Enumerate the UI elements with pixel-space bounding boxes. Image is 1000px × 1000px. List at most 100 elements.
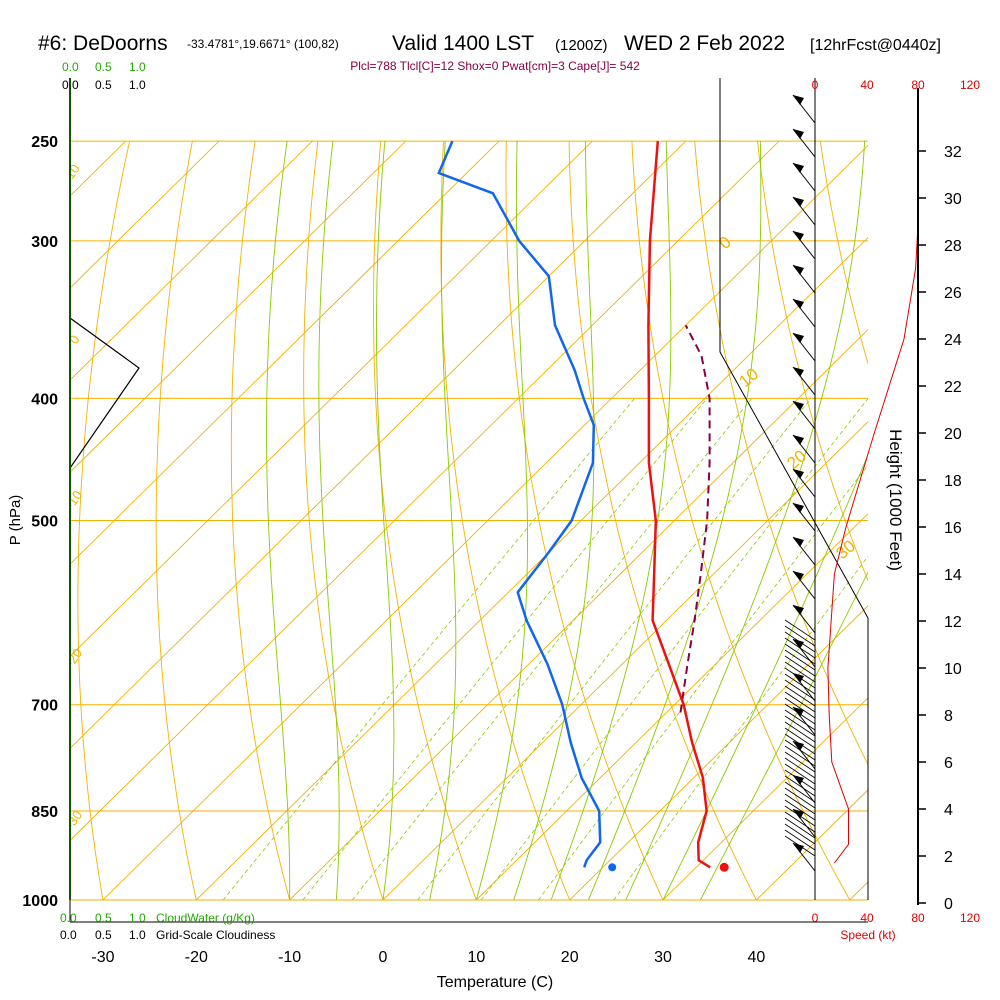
- wind-barb-flag: [793, 605, 804, 615]
- height-tick-label: 10: [944, 661, 962, 678]
- dewpoint-profile: [437, 140, 602, 868]
- temperature-tick-label: -20: [185, 949, 208, 966]
- wind-barb-flag: [793, 197, 804, 207]
- pressure-ticks: 250 300 400 500 700 850 1000: [22, 134, 58, 910]
- y-axis-label: P (hPa): [7, 495, 24, 546]
- wind-top-tick-2: 80: [911, 78, 925, 92]
- wind-barb: [784, 637, 816, 659]
- pressure-tick-label: 1000: [22, 893, 58, 910]
- wind-barb: [784, 775, 816, 797]
- height-tick-label: 22: [944, 379, 962, 396]
- height-tick-label: 20: [944, 426, 962, 443]
- wind-barb-flag: [793, 435, 804, 445]
- isotherm-line: [70, 140, 593, 657]
- isotherm-line: [70, 140, 780, 842]
- wind-top-tick-3: 120: [960, 78, 980, 92]
- cloudwater-bottom-tick-1: 0.5: [95, 911, 112, 925]
- temperature-tick-label: 0: [379, 949, 388, 966]
- wind-barb: [784, 667, 816, 689]
- valid-time: Valid 1400 LST: [392, 32, 534, 55]
- moist-adiabat-line: [700, 571, 868, 900]
- wind-barb-flag: [793, 401, 804, 411]
- cloudwater-label: CloudWater (g/Kg): [156, 911, 255, 925]
- pressure-tick-label: 500: [31, 514, 58, 531]
- forecast-date: WED 2 Feb 2022: [624, 32, 785, 55]
- cloudiness-bottom-tick-0: 0.0: [60, 928, 77, 942]
- mixing-ratio-label: 20: [616, 897, 637, 918]
- isotherm-line: [70, 140, 220, 289]
- wind-barb: [784, 655, 816, 677]
- isotherm-line: [382, 421, 868, 900]
- temperature-tick-label: 40: [748, 949, 766, 966]
- wind-barb: [784, 823, 816, 845]
- wind-barb: [784, 679, 816, 701]
- wind-barb-flag: [793, 129, 804, 139]
- wind-top-tick-1: 40: [860, 78, 874, 92]
- mixing-ratio-line: [613, 555, 868, 900]
- wind-barb: [784, 685, 816, 707]
- isotherm-label: 30: [832, 536, 859, 563]
- wind-barb: [784, 739, 816, 761]
- height-tick-label: 32: [944, 144, 962, 161]
- height-tick-label: 12: [944, 614, 962, 631]
- mixing-ratio-line: [537, 464, 868, 900]
- isotherm-label: 0: [715, 232, 734, 253]
- moist-adiabat-line: [662, 453, 868, 900]
- height-tick-label: 24: [944, 332, 962, 349]
- wind-barb: [784, 769, 816, 791]
- cloudwater-top-tick-0: 0.0: [62, 60, 79, 74]
- dry-adiabat-line: [694, 141, 868, 766]
- wind-barb: [784, 835, 816, 857]
- wind-barb: [784, 625, 816, 647]
- isotherm-line: [70, 140, 313, 381]
- utc-time: (1200Z): [555, 37, 608, 54]
- wind-barb-flag: [793, 367, 804, 377]
- wind-barb-flag: [793, 469, 804, 479]
- wind-barb-flag: [793, 571, 804, 581]
- isotherm-line: [102, 144, 868, 900]
- mixing-ratio-label: 3: [356, 901, 371, 917]
- surface-dewpoint-dot: [608, 863, 617, 872]
- wind-barb-flag: [793, 843, 804, 853]
- cloudiness-top-tick-0: 0.0: [62, 78, 79, 92]
- dry-adiabat-line: [373, 141, 477, 900]
- moist-adiabat-line: [266, 141, 291, 900]
- wind-barb: [784, 781, 816, 803]
- wind-panel-boundary: [719, 78, 869, 900]
- forecast-run: [12hrFcst@0440z]: [810, 37, 941, 54]
- wind-barb: [784, 661, 816, 683]
- height-tick-label: 14: [944, 567, 962, 584]
- dry-adiabat-line: [568, 141, 757, 900]
- mixing-ratio-line: [417, 398, 812, 900]
- mixing-ratio-label: 5: [420, 901, 435, 917]
- cloudiness-top-tick-1: 0.5: [95, 78, 112, 92]
- wind-barb-flag: [793, 639, 804, 649]
- isotherm-label: 0: [66, 332, 82, 347]
- wind-barb-flag: [793, 333, 804, 343]
- cloudiness-bottom-tick-2: 1.0: [129, 928, 146, 942]
- moist-adiabat-line: [587, 141, 762, 900]
- height-tick-label: 18: [944, 473, 962, 490]
- pressure-tick-label: 400: [31, 391, 58, 408]
- temperature-tick-label: -10: [278, 949, 301, 966]
- height-tick-label: 26: [944, 285, 962, 302]
- height-tick-label: 0: [944, 896, 953, 913]
- wind-barb: [784, 727, 816, 749]
- height-tick-label: 2: [944, 849, 953, 866]
- wind-barb-flag: [793, 95, 804, 105]
- wind-bottom-tick-1: 40: [860, 911, 874, 925]
- temperature-profile: [647, 141, 711, 869]
- dry-adiabat-line: [757, 141, 868, 582]
- isotherm-line: [70, 140, 500, 565]
- wind-barb: [784, 697, 816, 719]
- height-tick-label: 28: [944, 238, 962, 255]
- temperature-tick-label: -30: [91, 949, 114, 966]
- pressure-tick-label: 250: [31, 134, 58, 151]
- wind-barb: [784, 631, 816, 653]
- wind-barb: [784, 619, 816, 641]
- wind-barb: [784, 745, 816, 767]
- pressure-tick-label: 850: [31, 804, 58, 821]
- wind-barb: [784, 673, 816, 695]
